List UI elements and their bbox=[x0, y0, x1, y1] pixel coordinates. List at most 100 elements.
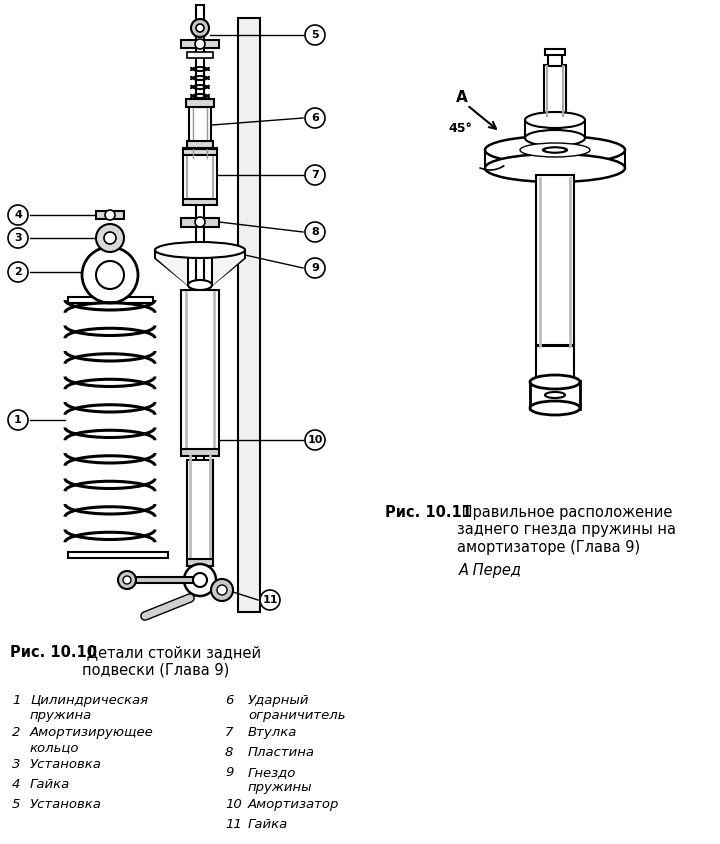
Polygon shape bbox=[212, 250, 245, 285]
FancyBboxPatch shape bbox=[181, 448, 219, 456]
FancyBboxPatch shape bbox=[183, 148, 217, 203]
Ellipse shape bbox=[485, 154, 625, 182]
Text: Рис. 10.10: Рис. 10.10 bbox=[10, 645, 97, 660]
Text: Ударный
ограничитель: Ударный ограничитель bbox=[248, 694, 346, 722]
FancyBboxPatch shape bbox=[68, 297, 153, 303]
Text: Цилиндрическая
пружина: Цилиндрическая пружина bbox=[30, 694, 148, 722]
FancyBboxPatch shape bbox=[181, 218, 219, 226]
Text: 1: 1 bbox=[14, 415, 22, 425]
Circle shape bbox=[8, 205, 28, 225]
Ellipse shape bbox=[545, 392, 565, 398]
Circle shape bbox=[305, 430, 325, 450]
Ellipse shape bbox=[525, 112, 585, 128]
Circle shape bbox=[193, 573, 207, 587]
Text: Гайка: Гайка bbox=[30, 778, 71, 791]
FancyBboxPatch shape bbox=[181, 290, 219, 450]
Text: 45°: 45° bbox=[448, 122, 472, 134]
Text: Гнездо
пружины: Гнездо пружины bbox=[248, 766, 312, 794]
Ellipse shape bbox=[155, 242, 245, 258]
Circle shape bbox=[217, 585, 227, 595]
Text: Установка: Установка bbox=[30, 758, 102, 771]
Polygon shape bbox=[525, 120, 585, 138]
FancyBboxPatch shape bbox=[196, 5, 204, 595]
Text: 3: 3 bbox=[12, 758, 20, 771]
Circle shape bbox=[305, 108, 325, 128]
Circle shape bbox=[118, 571, 136, 589]
Text: Рис. 10.11: Рис. 10.11 bbox=[385, 505, 472, 520]
Polygon shape bbox=[155, 250, 188, 285]
Circle shape bbox=[305, 165, 325, 185]
Text: 11: 11 bbox=[262, 595, 278, 605]
FancyBboxPatch shape bbox=[545, 49, 565, 55]
Text: Установка: Установка bbox=[30, 798, 102, 811]
Circle shape bbox=[105, 210, 115, 220]
Text: 10: 10 bbox=[225, 798, 242, 811]
Circle shape bbox=[8, 228, 28, 248]
Text: 9: 9 bbox=[225, 766, 233, 779]
Text: 5: 5 bbox=[12, 798, 20, 811]
FancyBboxPatch shape bbox=[181, 40, 219, 48]
Text: Амортизирующее
кольцо: Амортизирующее кольцо bbox=[30, 726, 154, 754]
Ellipse shape bbox=[544, 148, 566, 153]
Text: A: A bbox=[456, 89, 468, 105]
Text: Детали стойки задней
подвески (Глава 9): Детали стойки задней подвески (Глава 9) bbox=[82, 645, 261, 678]
Text: 5: 5 bbox=[311, 30, 319, 40]
Text: 10: 10 bbox=[307, 435, 323, 445]
Polygon shape bbox=[156, 250, 187, 285]
Text: Втулка: Втулка bbox=[248, 726, 297, 739]
Ellipse shape bbox=[542, 147, 567, 153]
FancyBboxPatch shape bbox=[187, 140, 213, 148]
FancyBboxPatch shape bbox=[68, 552, 168, 558]
Circle shape bbox=[196, 24, 204, 32]
FancyBboxPatch shape bbox=[130, 577, 195, 583]
Circle shape bbox=[211, 579, 233, 601]
Circle shape bbox=[123, 576, 131, 584]
Text: Гайка: Гайка bbox=[248, 818, 288, 831]
Circle shape bbox=[82, 247, 138, 303]
Text: 7: 7 bbox=[311, 170, 319, 180]
Text: 2: 2 bbox=[14, 267, 22, 277]
Circle shape bbox=[8, 262, 28, 282]
Ellipse shape bbox=[188, 280, 212, 290]
Text: Пластина: Пластина bbox=[248, 746, 315, 759]
Ellipse shape bbox=[520, 143, 590, 157]
Ellipse shape bbox=[530, 401, 580, 415]
Circle shape bbox=[195, 217, 205, 227]
FancyBboxPatch shape bbox=[544, 65, 566, 115]
Text: 4: 4 bbox=[12, 778, 20, 791]
FancyBboxPatch shape bbox=[536, 346, 574, 384]
FancyBboxPatch shape bbox=[536, 175, 574, 345]
Text: 2: 2 bbox=[12, 726, 20, 739]
FancyBboxPatch shape bbox=[183, 149, 217, 155]
Text: Правильное расположение
заднего гнезда пружины на
амортизаторе (Глава 9): Правильное расположение заднего гнезда п… bbox=[457, 505, 676, 555]
Text: 4: 4 bbox=[14, 210, 22, 220]
Ellipse shape bbox=[525, 130, 585, 146]
Text: А Перед: А Перед bbox=[459, 563, 521, 578]
Polygon shape bbox=[485, 150, 625, 168]
Circle shape bbox=[184, 564, 216, 596]
Ellipse shape bbox=[530, 375, 580, 389]
Text: 7: 7 bbox=[225, 726, 233, 739]
Circle shape bbox=[305, 25, 325, 45]
Circle shape bbox=[96, 261, 124, 289]
Circle shape bbox=[305, 222, 325, 242]
Polygon shape bbox=[213, 250, 244, 285]
Text: 1: 1 bbox=[12, 694, 20, 707]
FancyBboxPatch shape bbox=[548, 50, 562, 66]
Text: 11: 11 bbox=[225, 818, 242, 831]
FancyBboxPatch shape bbox=[187, 52, 213, 58]
FancyBboxPatch shape bbox=[530, 381, 580, 409]
Circle shape bbox=[96, 224, 124, 252]
Text: 3: 3 bbox=[14, 233, 22, 243]
FancyBboxPatch shape bbox=[187, 460, 213, 560]
Text: Амортизатор: Амортизатор bbox=[248, 798, 339, 811]
Circle shape bbox=[104, 232, 116, 244]
Circle shape bbox=[195, 39, 205, 49]
Ellipse shape bbox=[485, 136, 625, 164]
Text: 9: 9 bbox=[311, 263, 319, 273]
Circle shape bbox=[191, 19, 209, 37]
Text: 8: 8 bbox=[225, 746, 233, 759]
Text: 6: 6 bbox=[225, 694, 233, 707]
Circle shape bbox=[260, 590, 280, 610]
FancyBboxPatch shape bbox=[183, 199, 217, 205]
